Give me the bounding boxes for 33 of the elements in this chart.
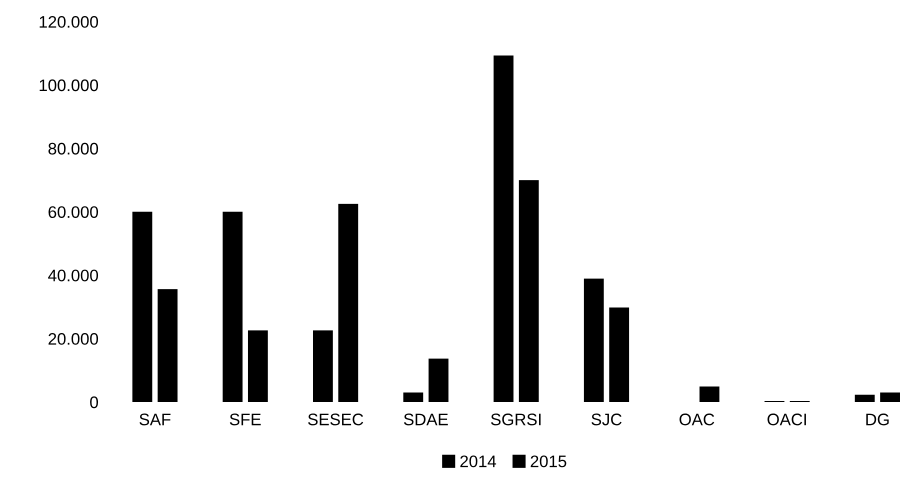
x-tick-label: SESEC xyxy=(308,414,364,426)
bar xyxy=(584,278,604,402)
bar xyxy=(518,180,539,402)
x-tick-label: OAC xyxy=(680,414,714,426)
y-tick-label: 20.000 xyxy=(48,333,98,345)
bar xyxy=(248,330,268,402)
bar xyxy=(428,358,448,402)
bar xyxy=(132,212,152,402)
legend-label: 2014 xyxy=(460,455,496,468)
bar xyxy=(609,308,630,402)
x-tick-label: SAF xyxy=(140,414,170,426)
y-tick-label: 120.000 xyxy=(40,16,98,28)
bar xyxy=(403,392,424,402)
bar xyxy=(494,56,514,402)
y-tick-label: 100.000 xyxy=(40,79,98,92)
legend-label: 2015 xyxy=(530,455,566,468)
y-tick-label: 80.000 xyxy=(48,142,98,155)
x-tick-label: SDAE xyxy=(404,414,448,426)
bar xyxy=(312,330,333,402)
y-tick-label: 0 xyxy=(90,396,98,408)
bar xyxy=(338,204,358,402)
bar xyxy=(700,386,720,402)
x-tick-label: SJC xyxy=(592,414,622,426)
x-tick-label: OACI xyxy=(768,414,806,426)
y-tick-label: 60.000 xyxy=(48,206,98,218)
bar xyxy=(854,394,875,402)
bar xyxy=(880,392,900,402)
bar xyxy=(222,212,243,402)
x-tick-label: SGRSI xyxy=(491,414,541,426)
x-tick-label: DG xyxy=(866,414,889,426)
x-tick-label: SFE xyxy=(230,414,261,426)
y-tick-label: 40.000 xyxy=(48,270,98,282)
bar xyxy=(158,289,178,402)
